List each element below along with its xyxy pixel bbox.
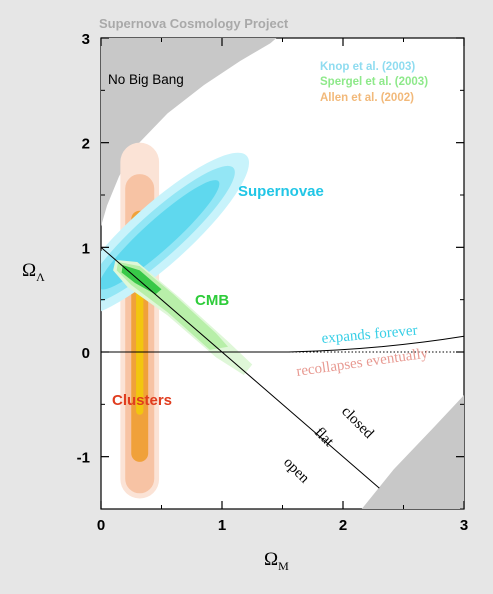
y-tick-label: -1 [77, 450, 90, 467]
legend-entry-spergel: Spergel et al. (2003) [320, 76, 428, 88]
y-tick-label: 0 [82, 345, 90, 362]
x-tick-label: 3 [460, 517, 468, 534]
legend-entry-knop: Knop et al. (2003) [320, 61, 415, 73]
y-axis-label: ΩΛ [22, 260, 45, 284]
y-tick-label: 1 [82, 240, 90, 257]
expand-recollapse-line [288, 335, 464, 353]
excluded-region [361, 395, 464, 509]
x-axis-label: ΩM [264, 549, 289, 573]
clusters-label: Clusters [112, 392, 172, 409]
y-axis-ticks: -1 0 1 2 3 [77, 31, 464, 510]
flat-universe-line [101, 246, 380, 489]
x-axis-ticks: 0 1 2 3 [97, 38, 468, 534]
clusters-constraint [120, 142, 160, 499]
x-tick-label: 1 [218, 517, 226, 534]
x-tick-label: 2 [339, 517, 347, 534]
no-big-bang-region [101, 38, 277, 227]
cmb-label: CMB [195, 292, 229, 309]
y-tick-label: 2 [82, 136, 90, 153]
legend-entry-allen: Allen et al. (2002) [320, 92, 414, 104]
supernovae-label: Supernovae [238, 183, 324, 200]
cmb-68-contour [121, 265, 162, 295]
x-tick-label: 0 [97, 517, 105, 534]
no-big-bang-label: No Big Bang [108, 72, 184, 87]
chart-title: Supernova Cosmology Project [99, 16, 289, 31]
y-tick-label: 3 [82, 31, 90, 48]
